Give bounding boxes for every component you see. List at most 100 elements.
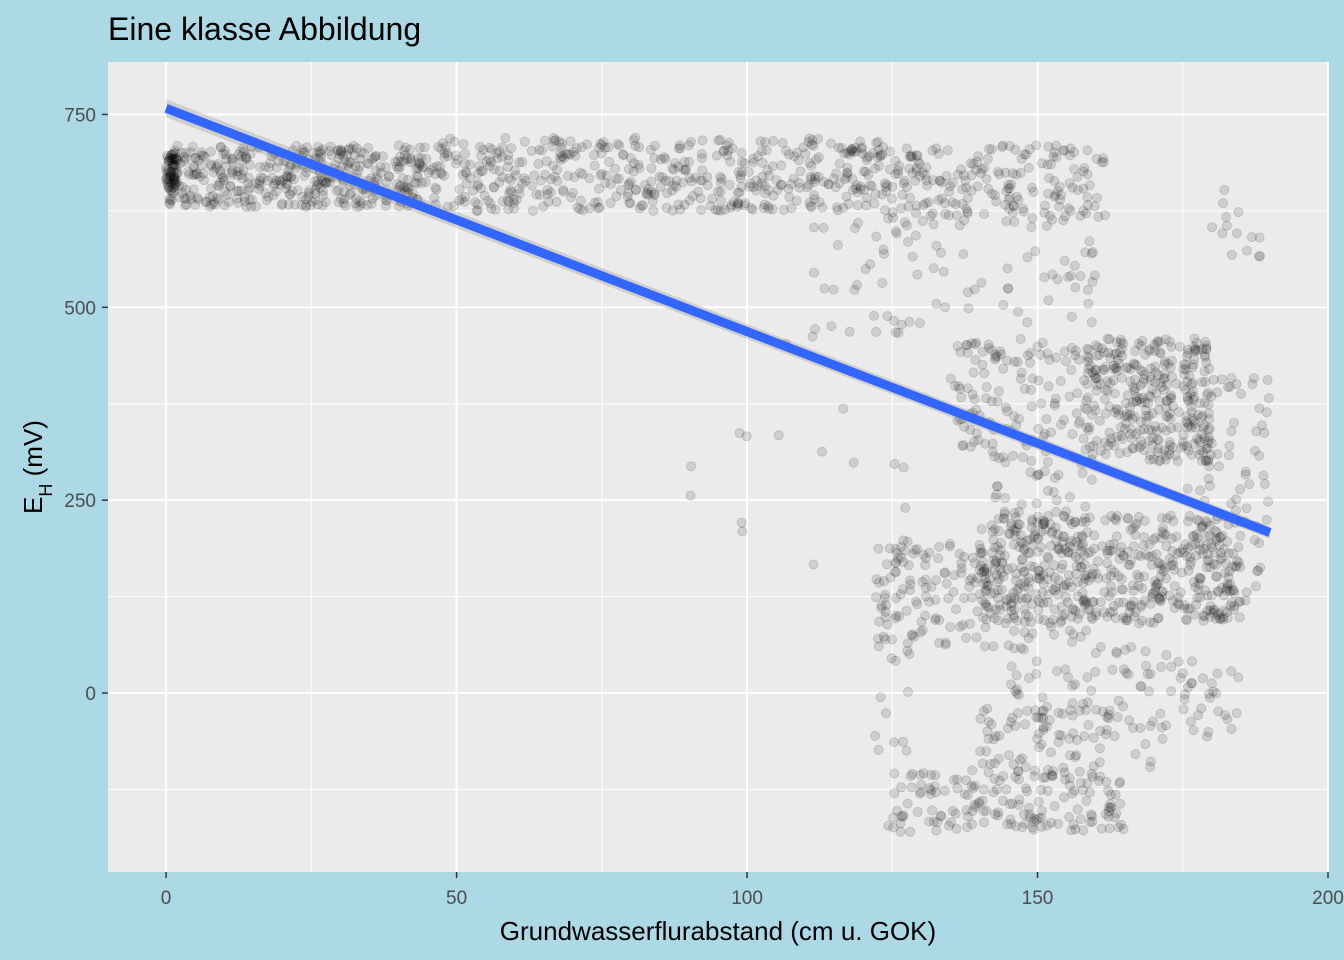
data-point xyxy=(1063,672,1074,683)
data-point xyxy=(735,173,746,184)
data-point xyxy=(459,196,470,207)
data-point xyxy=(1022,705,1033,716)
data-point xyxy=(771,175,782,186)
data-point xyxy=(872,151,883,162)
data-point xyxy=(549,171,560,182)
data-point xyxy=(555,148,566,159)
data-point xyxy=(1159,368,1170,379)
data-point xyxy=(1122,447,1133,458)
data-point xyxy=(165,169,176,180)
data-point xyxy=(1180,364,1191,375)
data-point xyxy=(890,558,901,569)
data-point xyxy=(527,180,538,191)
data-point xyxy=(277,174,288,185)
data-point xyxy=(601,170,612,181)
data-point xyxy=(213,158,224,169)
data-point xyxy=(847,173,858,184)
data-point xyxy=(528,205,539,216)
data-point xyxy=(246,201,257,212)
data-point xyxy=(795,166,806,177)
data-point xyxy=(1012,688,1023,699)
data-point xyxy=(1028,186,1039,197)
data-point xyxy=(285,172,296,183)
data-point xyxy=(1116,422,1127,433)
data-point xyxy=(978,706,989,717)
data-point xyxy=(707,193,718,204)
data-point xyxy=(847,143,858,154)
data-point xyxy=(470,196,481,207)
data-point xyxy=(912,269,923,280)
data-point xyxy=(1087,811,1098,822)
data-point xyxy=(592,196,603,207)
data-point xyxy=(560,148,571,159)
data-point xyxy=(1078,183,1089,194)
data-point xyxy=(535,189,546,200)
data-point xyxy=(761,145,772,156)
data-point xyxy=(623,164,634,175)
data-point xyxy=(1081,208,1092,219)
data-point xyxy=(998,795,1009,806)
data-point xyxy=(566,192,577,203)
data-point xyxy=(668,180,679,191)
data-point xyxy=(384,171,395,182)
data-point xyxy=(880,205,891,216)
data-point xyxy=(392,179,403,190)
data-point xyxy=(254,175,265,186)
data-point xyxy=(1021,593,1032,604)
data-point xyxy=(165,150,176,161)
data-point xyxy=(324,177,335,188)
data-point xyxy=(684,195,695,206)
data-point xyxy=(896,782,907,793)
data-point xyxy=(366,198,377,209)
data-point xyxy=(881,559,892,570)
data-point xyxy=(517,178,528,189)
data-point xyxy=(880,634,891,645)
data-point xyxy=(432,160,443,171)
data-point xyxy=(931,298,942,309)
data-point xyxy=(1182,417,1193,428)
data-point xyxy=(165,171,176,182)
data-point xyxy=(339,193,350,204)
data-point xyxy=(945,622,956,633)
data-point xyxy=(285,189,296,200)
data-point xyxy=(757,171,768,182)
data-point xyxy=(713,135,724,146)
data-point xyxy=(168,186,179,197)
data-point xyxy=(596,168,607,179)
data-point xyxy=(337,150,348,161)
data-point xyxy=(399,150,410,161)
data-point xyxy=(192,168,203,179)
data-point xyxy=(641,187,652,198)
data-point xyxy=(1094,743,1105,754)
data-point xyxy=(817,202,828,213)
data-point xyxy=(832,205,843,216)
data-point xyxy=(889,458,900,469)
data-point xyxy=(1226,249,1237,260)
data-point xyxy=(944,541,955,552)
y-axis-title-subscript: H xyxy=(36,484,56,497)
data-point xyxy=(869,198,880,209)
data-point xyxy=(713,186,724,197)
data-point xyxy=(1072,735,1083,746)
data-point xyxy=(751,185,762,196)
data-point xyxy=(1052,185,1063,196)
data-point xyxy=(577,168,588,179)
data-point xyxy=(1049,191,1060,202)
data-point xyxy=(570,150,581,161)
data-point xyxy=(1082,145,1093,156)
data-point xyxy=(320,177,331,188)
data-point xyxy=(966,170,977,181)
data-point xyxy=(164,153,175,164)
data-point xyxy=(194,171,205,182)
data-point xyxy=(393,140,404,151)
data-point xyxy=(664,176,675,187)
data-point xyxy=(338,198,349,209)
data-point xyxy=(804,133,815,144)
data-point xyxy=(509,165,520,176)
data-point xyxy=(1206,391,1217,402)
data-point xyxy=(1189,333,1200,344)
data-point xyxy=(679,156,690,167)
data-point xyxy=(162,168,173,179)
data-point xyxy=(411,163,422,174)
data-point xyxy=(485,198,496,209)
